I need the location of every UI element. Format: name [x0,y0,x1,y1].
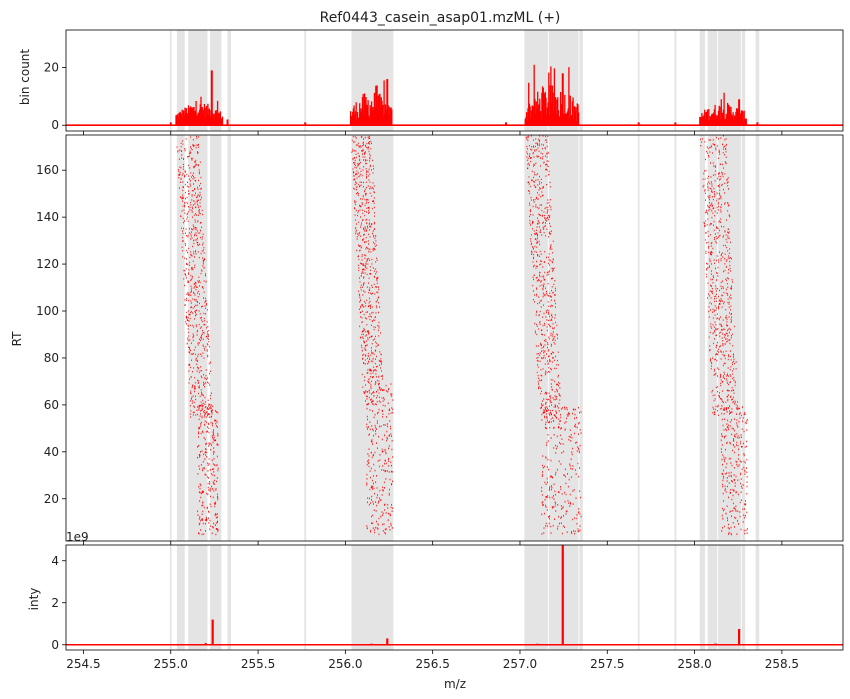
shaded-band [755,30,760,131]
axes-frame [65,544,844,651]
y-label-rt: RT [10,331,24,346]
shaded-band [718,545,741,650]
shaded-band [755,545,760,650]
shaded-band [674,135,677,541]
y-tick-label: 60 [44,398,59,412]
y-tick-label: 0 [51,118,59,132]
shaded-band [188,545,208,650]
chart-title: Ref0443_casein_asap01.mzML (+) [320,10,561,26]
shaded-band [707,30,718,131]
y-tick-label: 80 [44,351,59,365]
shaded-band [169,135,172,541]
x-tick-label: 257.5 [590,657,624,671]
panel-bin-count-plot: 0 20 [44,29,844,135]
y-tick-label: 2 [51,596,59,610]
shaded-band [389,30,394,131]
shaded-band [227,135,232,541]
panel-rt-scatter-plot: 20 40 60 80 100 120 140 160 [36,134,844,545]
bin-count-cluster [524,64,580,126]
rt-points [700,135,748,536]
y-tick-label: 100 [36,304,59,318]
shaded-band [389,135,394,541]
shaded-band [579,30,583,131]
y-offset-label: 1e9 [66,530,89,544]
bin-count-cluster [699,92,747,126]
shaded-band [637,545,640,650]
shaded-band [707,135,718,541]
shaded-band [718,135,741,541]
y-tick-label: 4 [51,554,59,568]
y-tick-label: 160 [36,163,59,177]
y-tick-label: 20 [44,61,59,75]
shaded-band [304,30,307,131]
shaded-band [699,30,706,131]
x-tick-label: 256.5 [415,657,449,671]
shaded-band [524,135,548,541]
shaded-band [176,545,185,650]
x-tick-label: 258.5 [765,657,799,671]
y-tick-label: 40 [44,445,59,459]
rt-points [525,135,582,535]
shaded-band [741,30,746,131]
shaded-band [304,135,307,541]
shaded-band [227,545,232,650]
shaded-band [755,135,760,541]
shaded-band [741,545,746,650]
y-tick-label: 20 [44,492,59,506]
shaded-band [188,30,208,131]
y-tick-label: 0 [51,638,59,652]
panel-rt-scatter: 20 40 60 80 100 120 140 160 RT [10,134,844,545]
x-tick-label: 255.5 [241,657,275,671]
shaded-band [169,545,172,650]
shaded-band [579,135,583,541]
panel-bin-count: 0 20 bin count [18,29,844,135]
shaded-band [674,30,677,131]
shaded-band [210,30,222,131]
x-tick-label: 257.0 [503,657,537,671]
panel-intensity-plot: 0 2 4 [51,544,844,654]
shaded-band [699,545,706,650]
y-label-intensity: inty [27,588,41,611]
plot-area [66,545,843,650]
x-tick-label: 258.0 [677,657,711,671]
shaded-band [351,135,390,541]
y-tick-label: 120 [36,257,59,271]
panel-intensity: 0 2 4 1e9 inty [27,530,844,654]
x-axis-ticks: 254.5 255.0 255.5 256.0 256.5 257.0 257.5 258.0… [66,657,799,671]
axes-frame [65,134,844,542]
shaded-band [707,545,718,650]
shaded-band [169,30,172,131]
shaded-band [741,135,746,541]
x-tick-label: 254.5 [66,657,100,671]
y-label-bin-count: bin count [18,49,32,106]
plot-area [66,30,843,131]
y-tick-label: 140 [36,210,59,224]
x-tick-label: 256.0 [328,657,362,671]
x-tick-label: 255.0 [154,657,188,671]
shaded-band [637,30,640,131]
shaded-band [548,135,579,541]
shaded-band [176,135,185,541]
shaded-band [210,545,222,650]
shaded-band [351,545,390,650]
shaded-band [579,545,583,650]
rt-points [351,135,394,536]
axes-frame [65,29,844,132]
shaded-band [389,545,394,650]
shaded-band [674,545,677,650]
x-label: m/z [444,677,466,691]
shaded-band [699,135,706,541]
shaded-band [227,30,232,131]
shaded-band [176,30,185,131]
shaded-band [524,545,548,650]
plot-area [169,135,760,541]
shaded-band [210,135,222,541]
shaded-band [637,135,640,541]
shaded-band [304,545,307,650]
